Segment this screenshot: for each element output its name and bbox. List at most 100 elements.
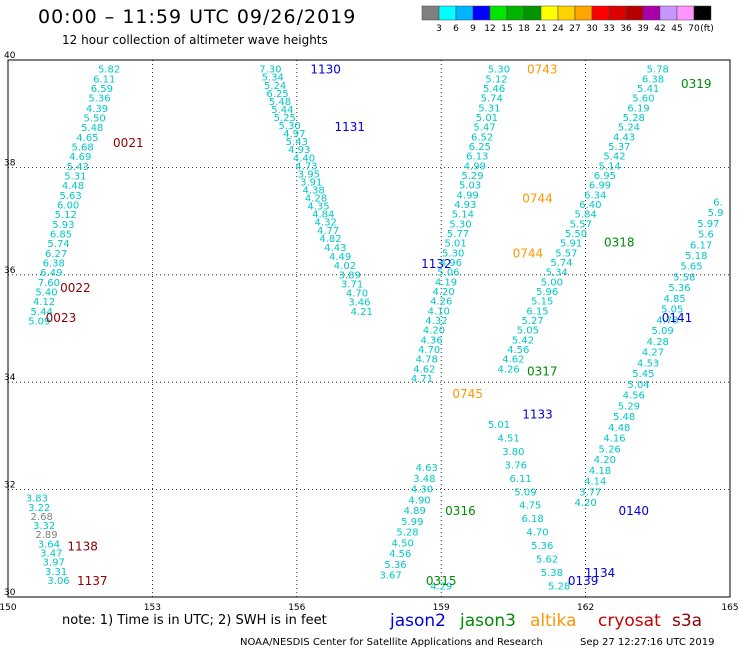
wave-height-value: 6.38 bbox=[43, 259, 65, 270]
colorbar-swatch bbox=[693, 5, 712, 21]
wave-height-value: 4.56 bbox=[623, 391, 645, 402]
time-label: 1132 bbox=[421, 257, 452, 271]
track-s3a: 3.833.222.683.322.893.643.473.973.313.06… bbox=[26, 494, 108, 588]
colorbar-tick: 15 bbox=[501, 24, 512, 34]
x-tick-label: 150 bbox=[0, 603, 17, 613]
wave-height-value: 4.71 bbox=[411, 374, 433, 385]
track-jason3: 4.633.484.304.904.895.995.284.504.565.36… bbox=[380, 463, 476, 592]
wave-height-value: 5.42 bbox=[512, 335, 534, 346]
wave-height-value: 3.48 bbox=[413, 474, 435, 485]
time-label: 1138 bbox=[67, 540, 98, 554]
wave-height-value: 5.91 bbox=[560, 239, 582, 250]
time-label: 0317 bbox=[527, 364, 558, 378]
wave-height-value: 4.53 bbox=[637, 358, 659, 369]
time-label: 0745 bbox=[452, 387, 483, 401]
wave-height-value: 3.95 bbox=[298, 169, 320, 180]
wave-height-value: 5.09 bbox=[651, 326, 673, 337]
time-label: 0315 bbox=[426, 574, 457, 588]
y-tick-label: 32 bbox=[4, 481, 15, 491]
wave-height-value: 4.70 bbox=[526, 528, 548, 539]
time-label: 1131 bbox=[334, 120, 365, 134]
wave-height-value: 3.71 bbox=[341, 279, 363, 290]
wave-height-value: 2.68 bbox=[31, 512, 53, 523]
wave-height-value: 5.30 bbox=[278, 121, 300, 132]
wave-height-value: 5.38 bbox=[541, 568, 563, 579]
legend-jason3: jason3 bbox=[459, 611, 516, 631]
wave-height-value: 4.12 bbox=[33, 297, 55, 308]
wave-height-value: 5.30 bbox=[449, 219, 471, 230]
colorbar-swatch bbox=[523, 5, 542, 21]
wave-height-value: 5.43 bbox=[67, 162, 89, 173]
plot-area: 150 153 156 159 162 1653032343638405.826.116.… bbox=[0, 51, 739, 613]
legend-jason2: jason2 bbox=[389, 611, 446, 631]
track-altika: 5.305.125.465.745.315.015.476.526.256.13… bbox=[411, 63, 558, 401]
wave-height-value: 6.34 bbox=[584, 190, 606, 201]
wave-height-value: 5.31 bbox=[478, 103, 500, 114]
wave-height-value: 5.30 bbox=[488, 65, 510, 76]
wave-height-value: 4.28 bbox=[305, 194, 327, 205]
wave-height-value: 4.32 bbox=[425, 316, 447, 327]
wave-height-value: 5.00 bbox=[541, 277, 563, 288]
y-tick-label: 38 bbox=[4, 158, 16, 168]
wave-height-value: 5.15 bbox=[531, 297, 553, 308]
wave-height-value: 5.57 bbox=[555, 248, 577, 259]
colorbar-tick: 36 bbox=[620, 24, 632, 34]
colorbar-swatch bbox=[438, 5, 457, 21]
time-label: 0743 bbox=[527, 63, 558, 77]
wave-height-value: 5.82 bbox=[98, 65, 120, 76]
wave-height-value: 5.50 bbox=[565, 229, 587, 240]
wave-height-value: 5.99 bbox=[401, 517, 423, 528]
wave-height-value: 4.78 bbox=[416, 355, 438, 366]
wave-height-value: 4.38 bbox=[303, 185, 325, 196]
wave-height-value: 6.52 bbox=[471, 132, 493, 143]
colorbar-tick: 45 bbox=[671, 24, 682, 34]
colorbar-swatch bbox=[625, 5, 644, 21]
wave-height-value: 4.40 bbox=[293, 153, 315, 164]
wave-height-value: 5.12 bbox=[485, 74, 507, 85]
wave-height-value: 3.76 bbox=[505, 460, 527, 471]
colorbar-swatch bbox=[574, 5, 593, 21]
colorbar-swatch bbox=[591, 5, 610, 21]
wave-height-value: 5.78 bbox=[647, 65, 669, 76]
wave-height-value: 5.50 bbox=[84, 114, 106, 125]
colorbar-tick: 6 bbox=[453, 24, 459, 34]
wave-height-value: 5.37 bbox=[608, 142, 630, 153]
wave-height-value: 5.12 bbox=[55, 210, 77, 221]
wave-height-value: 4.21 bbox=[351, 307, 373, 318]
wave-height-value: 4.48 bbox=[608, 423, 630, 434]
footer: note: 1) Time is in UTC; 2) SWH is in fe… bbox=[62, 611, 714, 648]
legend-cryosat: cryosat bbox=[598, 611, 661, 631]
wave-height-value: 5.44 bbox=[271, 105, 293, 116]
wave-height-value: 4.28 bbox=[647, 337, 669, 348]
wave-height-value: 4.26 bbox=[497, 364, 519, 375]
wave-height-value: 4.93 bbox=[454, 200, 476, 211]
wave-height-value: 3.32 bbox=[33, 521, 55, 532]
wave-height-value: 5.74 bbox=[481, 94, 503, 105]
x-tick-label: 162 bbox=[577, 603, 594, 613]
wave-height-value: 4.16 bbox=[603, 434, 625, 445]
wave-height-value: 5.34 bbox=[262, 73, 284, 84]
wave-height-value: 4.62 bbox=[502, 355, 524, 366]
wave-height-value: 6.40 bbox=[579, 200, 601, 211]
colorbar-tick: 12 bbox=[484, 24, 495, 34]
wave-height-value: 3.31 bbox=[45, 567, 67, 578]
wave-height-value: 3.64 bbox=[38, 539, 60, 550]
wave-height-value: 4.48 bbox=[62, 181, 84, 192]
wave-height-value: 4.75 bbox=[519, 501, 541, 512]
colorbar-swatch bbox=[642, 5, 661, 21]
wave-height-value: 5.46 bbox=[483, 84, 505, 95]
time-label: 0318 bbox=[604, 236, 635, 250]
wave-height-value: 4.10 bbox=[428, 306, 450, 317]
wave-height-value: 5.47 bbox=[473, 123, 495, 134]
colorbar-swatch bbox=[455, 5, 474, 21]
wave-height-value: 4.20 bbox=[574, 498, 596, 509]
colorbar-swatch bbox=[557, 5, 576, 21]
wave-height-value: 5.25 bbox=[274, 113, 296, 124]
wave-height-value: 6.27 bbox=[45, 249, 67, 260]
wave-height-value: 4.65 bbox=[76, 133, 98, 144]
wave-height-value: 5.05 bbox=[661, 305, 683, 316]
wave-height-value: 4.19 bbox=[435, 277, 457, 288]
wave-height-value: 3.47 bbox=[40, 549, 62, 560]
wave-height-value: 5.34 bbox=[546, 268, 568, 279]
colorbar-swatch bbox=[489, 5, 508, 21]
